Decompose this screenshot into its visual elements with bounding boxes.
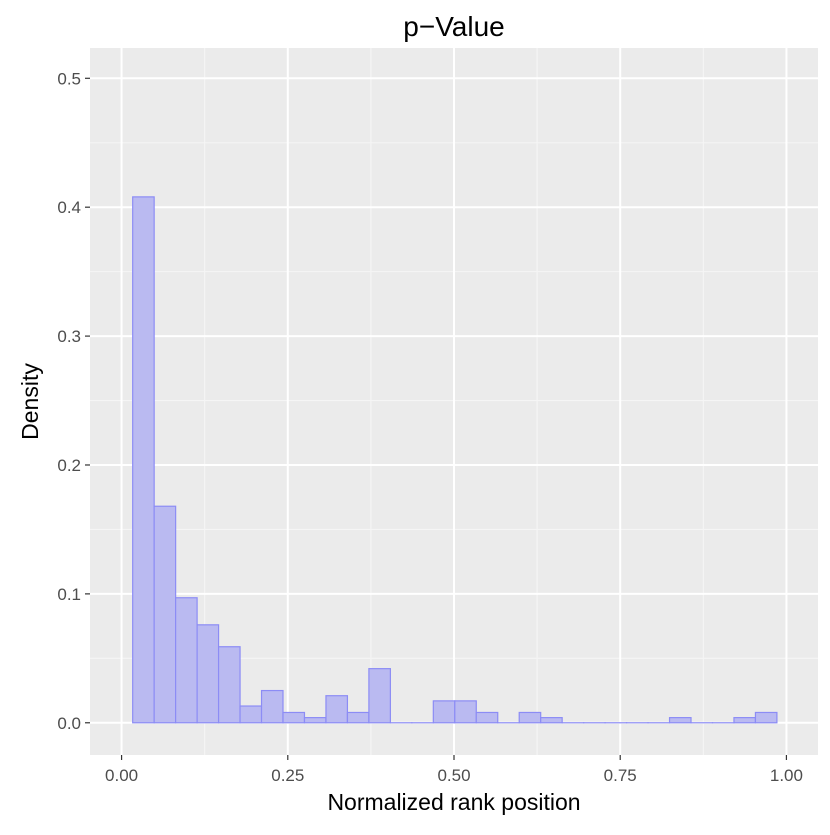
histogram-bar: [219, 647, 240, 723]
chart-title: p−Value: [403, 11, 504, 42]
y-axis-title: Density: [17, 363, 43, 440]
histogram-bar: [670, 718, 691, 723]
histogram-bar: [197, 625, 218, 723]
x-axis-title: Normalized rank position: [327, 789, 580, 815]
histogram-bar: [476, 712, 497, 722]
histogram-bar: [455, 701, 476, 723]
histogram-bar: [369, 669, 390, 723]
histogram-bar: [519, 712, 540, 722]
histogram-bar: [541, 718, 562, 723]
x-tick-label: 0.75: [604, 766, 637, 785]
y-axis-ticks: 0.0 0.1 0.2 0.3 0.4 0.5: [57, 69, 90, 732]
histogram-bar: [326, 696, 347, 723]
y-tick-label: 0.2: [57, 456, 81, 475]
y-tick-label: 0.4: [57, 198, 81, 217]
histogram-bar: [154, 506, 175, 723]
y-tick-label: 0.0: [57, 714, 81, 733]
x-tick-label: 0.50: [437, 766, 470, 785]
x-tick-label: 0.00: [105, 766, 138, 785]
histogram-bar: [240, 706, 261, 723]
x-axis-ticks: 0.00 0.25 0.50 0.75 1.00: [105, 755, 803, 785]
histogram-bar: [734, 718, 755, 723]
histogram-bar: [133, 197, 154, 723]
y-tick-label: 0.5: [57, 69, 81, 88]
histogram-bar: [262, 691, 283, 723]
y-tick-label: 0.1: [57, 585, 81, 604]
histogram-bar: [283, 712, 304, 722]
histogram-bar: [304, 718, 325, 723]
x-tick-label: 0.25: [271, 766, 304, 785]
y-tick-label: 0.3: [57, 327, 81, 346]
histogram-bar: [433, 701, 454, 723]
x-tick-label: 1.00: [770, 766, 803, 785]
histogram-bar: [755, 712, 776, 722]
histogram-bar: [347, 712, 368, 722]
histogram-bar: [176, 598, 197, 723]
